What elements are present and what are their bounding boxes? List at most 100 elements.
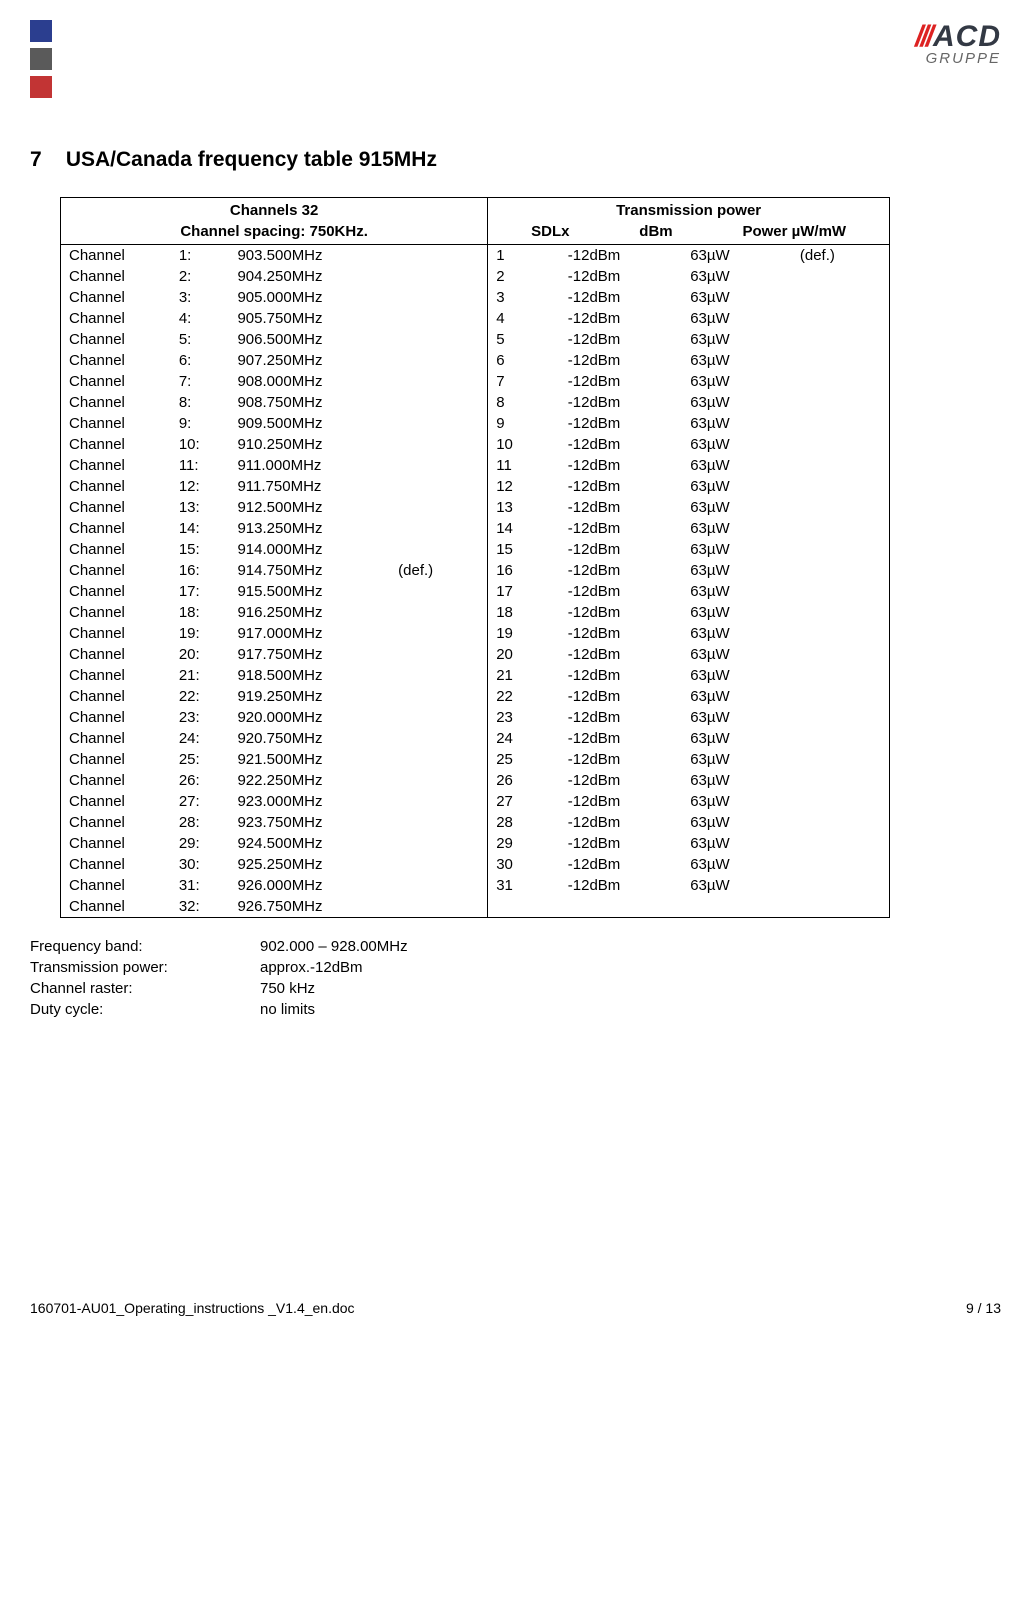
cell-dbm: -12dBm — [560, 602, 682, 623]
cell-dbm: -12dBm — [560, 623, 682, 644]
cell-channel-num: 24: — [171, 728, 230, 749]
table-row: Channel28:923.750MHz28-12dBm63µW — [61, 812, 890, 833]
table-row: Channel23:920.000MHz23-12dBm63µW — [61, 707, 890, 728]
cell-dbm: -12dBm — [560, 245, 682, 267]
cell-power-def — [792, 518, 890, 539]
cell-dbm: -12dBm — [560, 392, 682, 413]
cell-channel-label: Channel — [61, 707, 171, 728]
cell-sdlx: 28 — [488, 812, 560, 833]
cell-channel-def — [390, 287, 488, 308]
cell-sdlx: 5 — [488, 329, 560, 350]
cell-channel-def — [390, 875, 488, 896]
cell-power-def — [792, 455, 890, 476]
cell-channel-label: Channel — [61, 287, 171, 308]
cell-dbm: -12dBm — [560, 770, 682, 791]
info-row: Frequency band:902.000 – 928.00MHz — [30, 936, 1001, 957]
cell-power-def — [792, 497, 890, 518]
cell-frequency: 905.000MHz — [229, 287, 390, 308]
cell-channel-num: 9: — [171, 413, 230, 434]
cell-sdlx: 7 — [488, 371, 560, 392]
th-dbm: dBm — [639, 221, 672, 242]
cell-dbm: -12dBm — [560, 329, 682, 350]
cell-sdlx: 1 — [488, 245, 560, 267]
table-row: Channel32:926.750MHz — [61, 896, 890, 918]
cell-channel-def — [390, 329, 488, 350]
cell-channel-num: 28: — [171, 812, 230, 833]
cell-channel-label: Channel — [61, 518, 171, 539]
cell-dbm: -12dBm — [560, 371, 682, 392]
cell-sdlx: 14 — [488, 518, 560, 539]
th-trans-line1: Transmission power — [496, 200, 881, 221]
cell-power-def — [792, 581, 890, 602]
cell-frequency: 917.000MHz — [229, 623, 390, 644]
cell-channel-label: Channel — [61, 728, 171, 749]
cell-dbm: -12dBm — [560, 455, 682, 476]
cell-channel-label: Channel — [61, 812, 171, 833]
section-heading: 7 USA/Canada frequency table 915MHz — [30, 148, 1001, 172]
flag-icon — [30, 20, 52, 98]
cell-sdlx: 15 — [488, 539, 560, 560]
cell-channel-def — [390, 833, 488, 854]
cell-dbm: -12dBm — [560, 497, 682, 518]
cell-dbm: -12dBm — [560, 413, 682, 434]
cell-power: 63µW — [682, 560, 792, 581]
info-row: Channel raster:750 kHz — [30, 978, 1001, 999]
cell-sdlx: 31 — [488, 875, 560, 896]
table-row: Channel13:912.500MHz13-12dBm63µW — [61, 497, 890, 518]
logo-main: ///ACD — [915, 20, 1001, 54]
cell-channel-label: Channel — [61, 434, 171, 455]
cell-power-def — [792, 371, 890, 392]
cell-channel-def — [390, 686, 488, 707]
cell-power-def — [792, 896, 890, 918]
cell-channel-label: Channel — [61, 539, 171, 560]
info-label: Transmission power: — [30, 957, 260, 978]
cell-dbm: -12dBm — [560, 686, 682, 707]
cell-sdlx: 3 — [488, 287, 560, 308]
cell-power-def — [792, 476, 890, 497]
cell-power: 63µW — [682, 623, 792, 644]
cell-channel-num: 27: — [171, 791, 230, 812]
footer-filename: 160701-AU01_Operating_instructions _V1.4… — [30, 1300, 355, 1316]
cell-frequency: 910.250MHz — [229, 434, 390, 455]
cell-channel-def — [390, 749, 488, 770]
cell-channel-num: 29: — [171, 833, 230, 854]
cell-channel-def — [390, 413, 488, 434]
info-row: Duty cycle:no limits — [30, 999, 1001, 1020]
cell-channel-label: Channel — [61, 749, 171, 770]
cell-power: 63µW — [682, 686, 792, 707]
th-power: Power µW/mW — [742, 221, 846, 242]
cell-channel-def — [390, 455, 488, 476]
cell-sdlx: 24 — [488, 728, 560, 749]
cell-dbm — [560, 896, 682, 918]
cell-frequency: 925.250MHz — [229, 854, 390, 875]
cell-channel-label: Channel — [61, 896, 171, 918]
cell-power: 63µW — [682, 371, 792, 392]
cell-power-def — [792, 665, 890, 686]
cell-power-def — [792, 623, 890, 644]
cell-channel-num: 12: — [171, 476, 230, 497]
cell-channel-label: Channel — [61, 644, 171, 665]
cell-power-def — [792, 539, 890, 560]
info-value: 750 kHz — [260, 978, 315, 999]
cell-channel-def — [390, 350, 488, 371]
cell-power-def — [792, 287, 890, 308]
cell-channel-def — [390, 308, 488, 329]
cell-dbm: -12dBm — [560, 644, 682, 665]
cell-channel-label: Channel — [61, 497, 171, 518]
section-number: 7 — [30, 148, 60, 172]
cell-frequency: 903.500MHz — [229, 245, 390, 267]
cell-frequency: 917.750MHz — [229, 644, 390, 665]
table-row: Channel5:906.500MHz5-12dBm63µW — [61, 329, 890, 350]
flag-square-red — [30, 76, 52, 98]
cell-power: 63µW — [682, 245, 792, 267]
cell-channel-def — [390, 812, 488, 833]
cell-channel-def: (def.) — [390, 560, 488, 581]
logo-sub: GRUPPE — [915, 50, 1001, 67]
cell-frequency: 918.500MHz — [229, 665, 390, 686]
header-bar: ///ACD GRUPPE — [30, 20, 1001, 98]
cell-power-def — [792, 770, 890, 791]
cell-frequency: 905.750MHz — [229, 308, 390, 329]
cell-frequency: 922.250MHz — [229, 770, 390, 791]
cell-channel-label: Channel — [61, 371, 171, 392]
cell-frequency: 909.500MHz — [229, 413, 390, 434]
